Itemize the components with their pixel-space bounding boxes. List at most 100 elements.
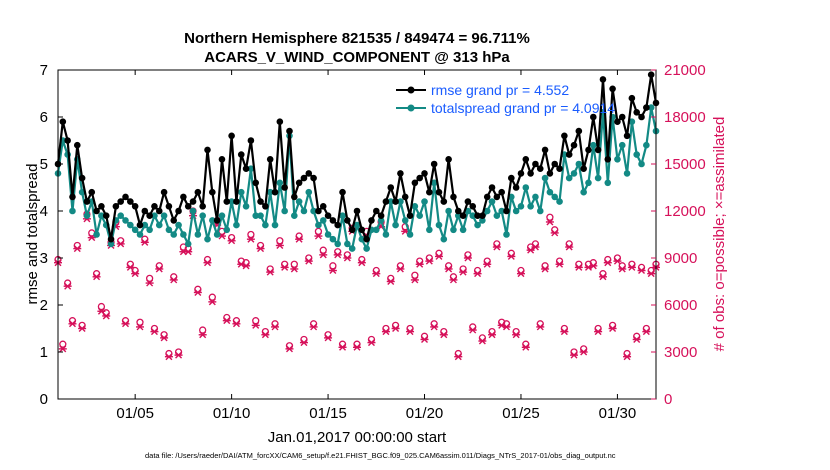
- rmse-point: [599, 76, 607, 83]
- rmse-point: [411, 179, 419, 187]
- rmse-point: [358, 226, 366, 234]
- obs-assimilated-marker: [242, 262, 251, 270]
- rmse-point: [78, 174, 86, 182]
- totalspread-point: [305, 188, 313, 196]
- totalspread-point: [300, 207, 308, 215]
- rmse-point: [498, 188, 505, 196]
- obs-assimilated-marker: [613, 257, 622, 265]
- rmse-point: [368, 217, 375, 224]
- obs-possible-marker: [604, 255, 612, 264]
- totalspread-point: [237, 188, 245, 196]
- obs-possible-marker: [276, 237, 284, 245]
- obs-assimilated-marker: [261, 331, 270, 339]
- rmse-point: [426, 188, 433, 196]
- obs-possible-marker: [575, 260, 583, 268]
- rmse-point: [454, 207, 462, 215]
- obs-assimilated-marker: [290, 265, 299, 273]
- obs-possible-marker: [608, 321, 617, 330]
- obs-assimilated-marker: [444, 265, 453, 273]
- rmse-point: [136, 221, 144, 229]
- obs-assimilated-marker: [92, 273, 101, 281]
- totalspread-point: [247, 165, 255, 172]
- totalspread-point: [213, 231, 221, 238]
- legend: rmse grand pr = 4.552 totalspread grand …: [396, 82, 615, 116]
- rmse-point: [329, 217, 337, 224]
- obs-assimilated-marker: [589, 262, 598, 270]
- obs-assimilated-marker: [502, 323, 511, 331]
- totalspread-point: [358, 235, 366, 243]
- rmse-point: [594, 146, 602, 154]
- obs-possible-marker: [372, 266, 380, 275]
- obs-assimilated-marker: [391, 325, 400, 332]
- rmse-point: [474, 212, 481, 219]
- obs-possible-marker: [338, 340, 347, 348]
- obs-possible-marker: [488, 327, 496, 336]
- totalspread-point: [382, 231, 390, 238]
- rmse-point: [175, 207, 182, 215]
- obs-assimilated-marker: [58, 345, 67, 353]
- totalspread-point: [638, 160, 645, 168]
- obs-possible-marker: [454, 349, 462, 358]
- obs-possible-marker: [97, 302, 106, 311]
- obs-assimilated-marker: [570, 351, 579, 359]
- totalspread-point: [445, 207, 452, 215]
- rmse-point: [300, 174, 308, 182]
- rmse-point: [604, 156, 612, 163]
- obs-assimilated-marker: [131, 270, 140, 278]
- rmse-point: [213, 217, 221, 224]
- totalspread-point: [614, 156, 621, 163]
- obs-assimilated-marker: [410, 276, 419, 284]
- obs-assimilated-marker: [319, 251, 328, 259]
- obs-possible-marker: [290, 260, 298, 268]
- obs-possible-marker: [179, 243, 188, 251]
- rmse-point: [575, 127, 583, 135]
- totalspread-point: [411, 203, 419, 210]
- rmse-point: [305, 170, 313, 177]
- obs-assimilated-marker: [357, 259, 366, 267]
- totalspread-point: [175, 221, 182, 229]
- rmse-series: [54, 71, 660, 243]
- obs-possible-marker: [512, 327, 520, 336]
- totalspread-point: [69, 207, 76, 215]
- x-tick-label: 01/05: [116, 405, 154, 422]
- legend-rmse-marker: [407, 86, 415, 94]
- totalspread-point: [377, 217, 385, 224]
- chart-title: Northern Hemisphere 821535 / 849474 = 96…: [184, 30, 530, 47]
- obs-possible-marker: [295, 232, 303, 240]
- obs-possible-marker: [319, 246, 327, 254]
- obs-possible-marker: [78, 321, 86, 330]
- obs-assimilated-marker: [531, 243, 540, 251]
- y2-tick-label: 9000: [664, 250, 697, 267]
- rmse-point: [493, 193, 501, 201]
- obs-possible-marker: [599, 270, 607, 278]
- totalspread-point: [131, 226, 139, 234]
- totalspread-point: [450, 226, 457, 234]
- rmse-point: [483, 193, 491, 201]
- obs-assimilated-marker: [343, 254, 352, 262]
- obs-assimilated-marker: [478, 337, 487, 345]
- obs-assimilated-marker: [512, 331, 521, 339]
- totalspread-point: [122, 217, 129, 224]
- totalspread-point: [618, 141, 626, 149]
- obs-possible-marker: [232, 317, 241, 325]
- obs-assimilated-marker: [439, 331, 448, 339]
- totalspread-point: [141, 221, 149, 229]
- chart-subtitle: ACARS_V_WIND_COMPONENT @ 313 hPa: [204, 49, 510, 66]
- totalspread-point: [184, 240, 192, 248]
- obs-assimilated-marker: [623, 353, 632, 361]
- y-tick-label: 5: [40, 156, 48, 173]
- rmse-point: [93, 207, 100, 215]
- obs-possible-marker: [628, 260, 636, 268]
- obs-possible-marker: [329, 262, 337, 270]
- obs-assimilated-marker: [536, 323, 545, 331]
- rmse-point: [479, 212, 486, 219]
- rmse-point: [585, 146, 592, 154]
- obs-assimilated-marker: [314, 232, 323, 240]
- totalspread-point: [479, 217, 486, 224]
- totalspread-point: [575, 160, 583, 168]
- rmse-point: [421, 170, 428, 177]
- rmse-point: [170, 217, 178, 224]
- rmse-point: [291, 193, 298, 201]
- y-tick-label: 2: [40, 297, 48, 314]
- obs-possible-marker: [247, 230, 255, 239]
